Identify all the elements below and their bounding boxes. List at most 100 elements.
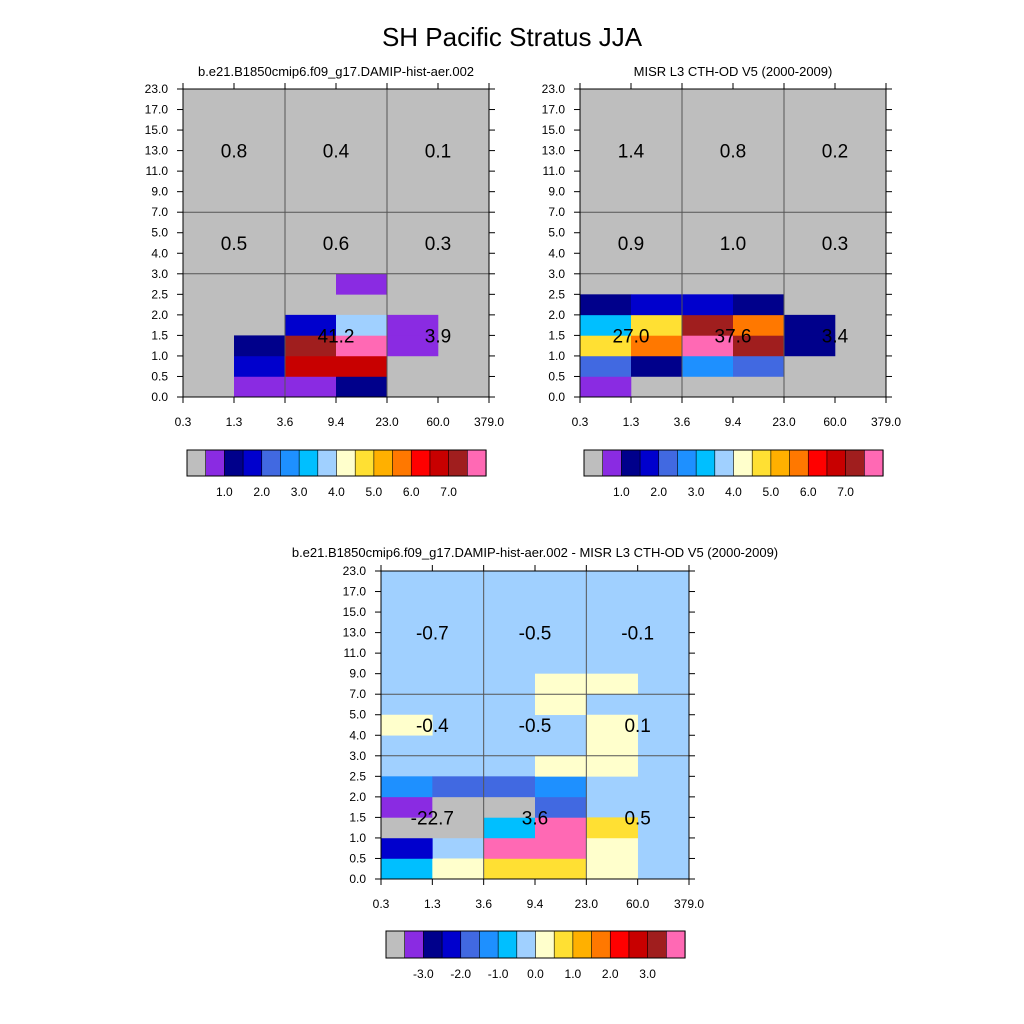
region-value-label: 41.2 [318,326,355,347]
histogram-cell [631,314,683,336]
y-tick-label: 4.0 [548,246,565,260]
colorbar-swatch [404,930,424,959]
colorbar-label: 2.0 [253,485,270,499]
histogram-cell [432,817,484,839]
y-tick-label: 2.0 [548,308,565,322]
histogram-cell [381,817,433,839]
colorbar-swatch [317,449,338,477]
region-value-label: 0.6 [323,234,349,255]
histogram-cell [535,673,587,695]
y-tick-label: 1.0 [151,349,168,363]
histogram-cell [733,335,785,357]
panel-title: b.e21.B1850cmip6.f09_g17.DAMIP-hist-aer.… [292,545,778,560]
region-value-label: -22.7 [411,808,454,829]
colorbar-swatch [224,449,244,477]
region-value-label: 0.1 [624,716,650,737]
histogram-cell [535,796,587,818]
colorbar-swatch [789,449,809,477]
colorbar-swatch [261,449,282,477]
colorbar-label: 1.0 [613,485,630,499]
colorbar-label: 7.0 [837,485,854,499]
histogram-cell [733,355,785,377]
histogram-cell [381,776,433,798]
histogram-cell [336,335,388,357]
colorbar-swatch [602,449,622,477]
y-tick-label: 23.0 [145,82,169,96]
region-value-label: 1.0 [720,234,746,255]
y-tick-label: 4.0 [151,246,168,260]
histogram-cell [586,817,638,839]
x-tick-label: 0.3 [572,415,589,429]
colorbar-label: 5.0 [763,485,780,499]
colorbar-swatch [826,449,847,477]
y-tick-label: 0.0 [349,872,366,886]
x-tick-label: 23.0 [575,897,599,911]
colorbar-label: -3.0 [413,967,434,981]
colorbar-label: 1.0 [565,967,582,981]
histogram-cell [483,776,536,798]
y-tick-label: 7.0 [151,205,168,219]
panel-title: b.e21.B1850cmip6.f09_g17.DAMIP-hist-aer.… [198,64,474,79]
colorbar-swatch [591,930,611,959]
colorbar-swatch [448,449,468,477]
colorbar-swatch [467,449,487,477]
y-tick-label: 0.5 [548,369,565,383]
y-tick-label: 13.0 [145,144,169,158]
x-tick-label: 3.6 [277,415,294,429]
colorbar-frame [385,930,686,959]
histogram-cell [336,355,388,377]
colorbar-label: 4.0 [725,485,742,499]
y-tick-label: 0.5 [349,851,366,865]
y-tick-label: 17.0 [145,103,169,117]
colorbar-swatch [647,930,667,959]
histogram-cell [234,335,286,357]
region-value-label: 0.2 [822,142,848,163]
x-tick-label: 9.4 [725,415,742,429]
colorbar-swatch [639,449,660,477]
x-tick-label: 3.6 [674,415,691,429]
histogram-cell [535,694,587,716]
region-value-label: 0.3 [425,234,451,255]
colorbar-swatch [666,930,686,959]
region-value-label: 0.8 [221,142,247,163]
region-value-label: 0.4 [323,142,350,163]
colorbar-swatch [298,449,319,477]
colorbar-swatch [845,449,865,477]
histogram-cell [682,355,734,377]
colorbar-swatch [572,930,593,959]
colorbar-swatch [373,449,394,477]
histogram-cell [234,376,286,398]
x-tick-label: 379.0 [674,897,704,911]
region-value-label: 27.0 [613,326,650,347]
region-value-label: 3.4 [822,326,849,347]
y-tick-label: 15.0 [343,605,367,619]
y-tick-label: 2.5 [151,287,168,301]
histogram-cell [586,858,638,880]
histogram-cell [483,837,536,859]
panel-title: MISR L3 CTH-OD V5 (2000-2009) [634,64,833,79]
colorbar-label: 3.0 [291,485,308,499]
region-value-label: 3.9 [425,326,451,347]
x-tick-label: 23.0 [772,415,796,429]
y-tick-label: 23.0 [542,82,566,96]
histogram-cell [483,796,536,818]
histogram-cell [336,314,388,336]
y-tick-label: 5.0 [548,226,565,240]
panel-2: MISR L3 CTH-OD V5 (2000-2009) 0.3 1.3 3.6 9.… [542,64,902,499]
region-value-label: 0.5 [221,234,247,255]
histogram-cell [432,858,484,880]
histogram-cell [285,314,337,336]
y-tick-label: 9.0 [548,185,565,199]
histogram-cell [381,837,433,859]
y-tick-label: 1.5 [349,810,366,824]
y-tick-label: 3.0 [151,267,168,281]
histogram-cell [285,376,337,398]
y-tick-label: 7.0 [349,687,366,701]
colorbar-frame [583,449,884,477]
colorbar-swatch [770,449,791,477]
region-value-label: 0.8 [720,142,746,163]
histogram-cell [535,837,587,859]
colorbar-label: 2.0 [602,967,619,981]
y-tick-label: 11.0 [543,164,566,178]
region-value-label: -0.5 [519,624,552,645]
